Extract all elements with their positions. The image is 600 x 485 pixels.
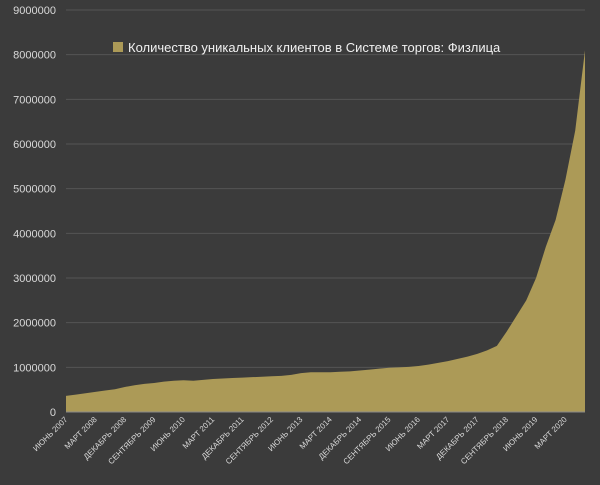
legend: Количество уникальных клиентов в Системе… xyxy=(113,40,501,55)
y-tick-label: 8000000 xyxy=(13,50,56,62)
x-tick-label: МАРТ 2020 xyxy=(533,415,569,451)
x-tick-label: ИЮНЬ 2007 xyxy=(31,415,69,453)
y-tick-label: 5000000 xyxy=(13,184,56,196)
y-tick-label: 1000000 xyxy=(13,362,56,374)
y-axis: 0 1000000 2000000 3000000 4000000 5000000 6000… xyxy=(13,5,56,419)
y-tick-label: 6000000 xyxy=(13,139,56,151)
gridlines xyxy=(66,9,585,413)
y-tick-label: 4000000 xyxy=(13,228,56,240)
legend-label: Количество уникальных клиентов в Системе… xyxy=(128,40,501,55)
y-tick-label: 0 xyxy=(50,407,56,419)
legend-swatch xyxy=(113,42,123,52)
series-area-shape xyxy=(66,50,585,412)
y-tick-label: 9000000 xyxy=(13,5,56,17)
series-area xyxy=(66,50,585,412)
y-tick-label: 2000000 xyxy=(13,318,56,330)
y-tick-label: 3000000 xyxy=(13,273,56,285)
y-tick-label: 7000000 xyxy=(13,94,56,106)
